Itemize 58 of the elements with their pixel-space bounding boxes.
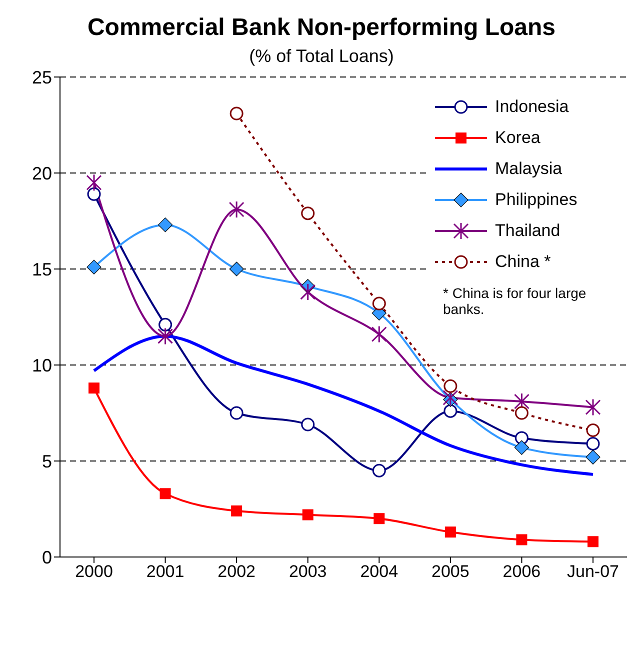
point xyxy=(160,488,171,500)
point xyxy=(585,398,601,416)
point xyxy=(231,505,242,516)
legend-label: Indonesia xyxy=(495,96,569,116)
point xyxy=(514,392,530,410)
point xyxy=(230,406,244,420)
point xyxy=(514,440,530,455)
point xyxy=(372,296,386,310)
chart-subtitle: (% of Total Loans) xyxy=(248,46,395,67)
legend-label: Malaysia xyxy=(495,158,562,178)
point xyxy=(371,326,387,344)
x-tick-label: 2000 xyxy=(75,562,113,582)
point xyxy=(158,218,173,232)
x-tick-label: 2002 xyxy=(218,562,256,582)
point xyxy=(372,464,386,478)
point xyxy=(300,283,316,301)
point xyxy=(228,200,244,218)
point xyxy=(374,513,385,524)
x-tick-label: 2001 xyxy=(146,562,184,582)
point xyxy=(444,379,458,393)
annotation: * China is for four large banks. xyxy=(443,285,588,317)
point xyxy=(444,404,458,418)
point xyxy=(516,534,528,546)
y-tick-label: 5 xyxy=(42,451,52,472)
legend-label: Philippines xyxy=(495,190,578,210)
x-tick-label: 2005 xyxy=(432,562,470,582)
legend-label: Korea xyxy=(495,128,540,148)
point xyxy=(442,388,458,406)
point xyxy=(302,509,314,520)
point xyxy=(86,174,102,192)
line-series xyxy=(92,334,594,476)
y-tick-label: 25 xyxy=(32,67,52,88)
point xyxy=(586,436,600,450)
point xyxy=(158,318,172,332)
x-tick-label: 2006 xyxy=(502,562,541,582)
point xyxy=(588,536,598,548)
point xyxy=(86,260,102,274)
point xyxy=(87,187,101,201)
y-tick-label: 10 xyxy=(32,355,52,376)
x-tick-label: 2004 xyxy=(360,562,398,582)
point xyxy=(301,206,315,220)
x-tick-label: Jun-07 xyxy=(567,562,619,582)
point xyxy=(514,406,528,420)
point xyxy=(229,262,244,276)
y-tick-label: 20 xyxy=(32,163,52,184)
x-tick-label: 2003 xyxy=(288,562,327,582)
point xyxy=(88,382,100,394)
legend-label: China * xyxy=(495,252,551,272)
point xyxy=(586,450,600,464)
chart-title: Commercial Bank Non-performing Loans xyxy=(86,14,557,42)
point xyxy=(586,424,600,438)
point xyxy=(444,526,456,538)
y-tick-label: 0 xyxy=(42,547,52,568)
point xyxy=(301,418,315,432)
point xyxy=(230,106,244,120)
legend-label: Thailand xyxy=(495,220,560,240)
point xyxy=(158,327,174,345)
y-tick-label: 15 xyxy=(32,259,52,280)
